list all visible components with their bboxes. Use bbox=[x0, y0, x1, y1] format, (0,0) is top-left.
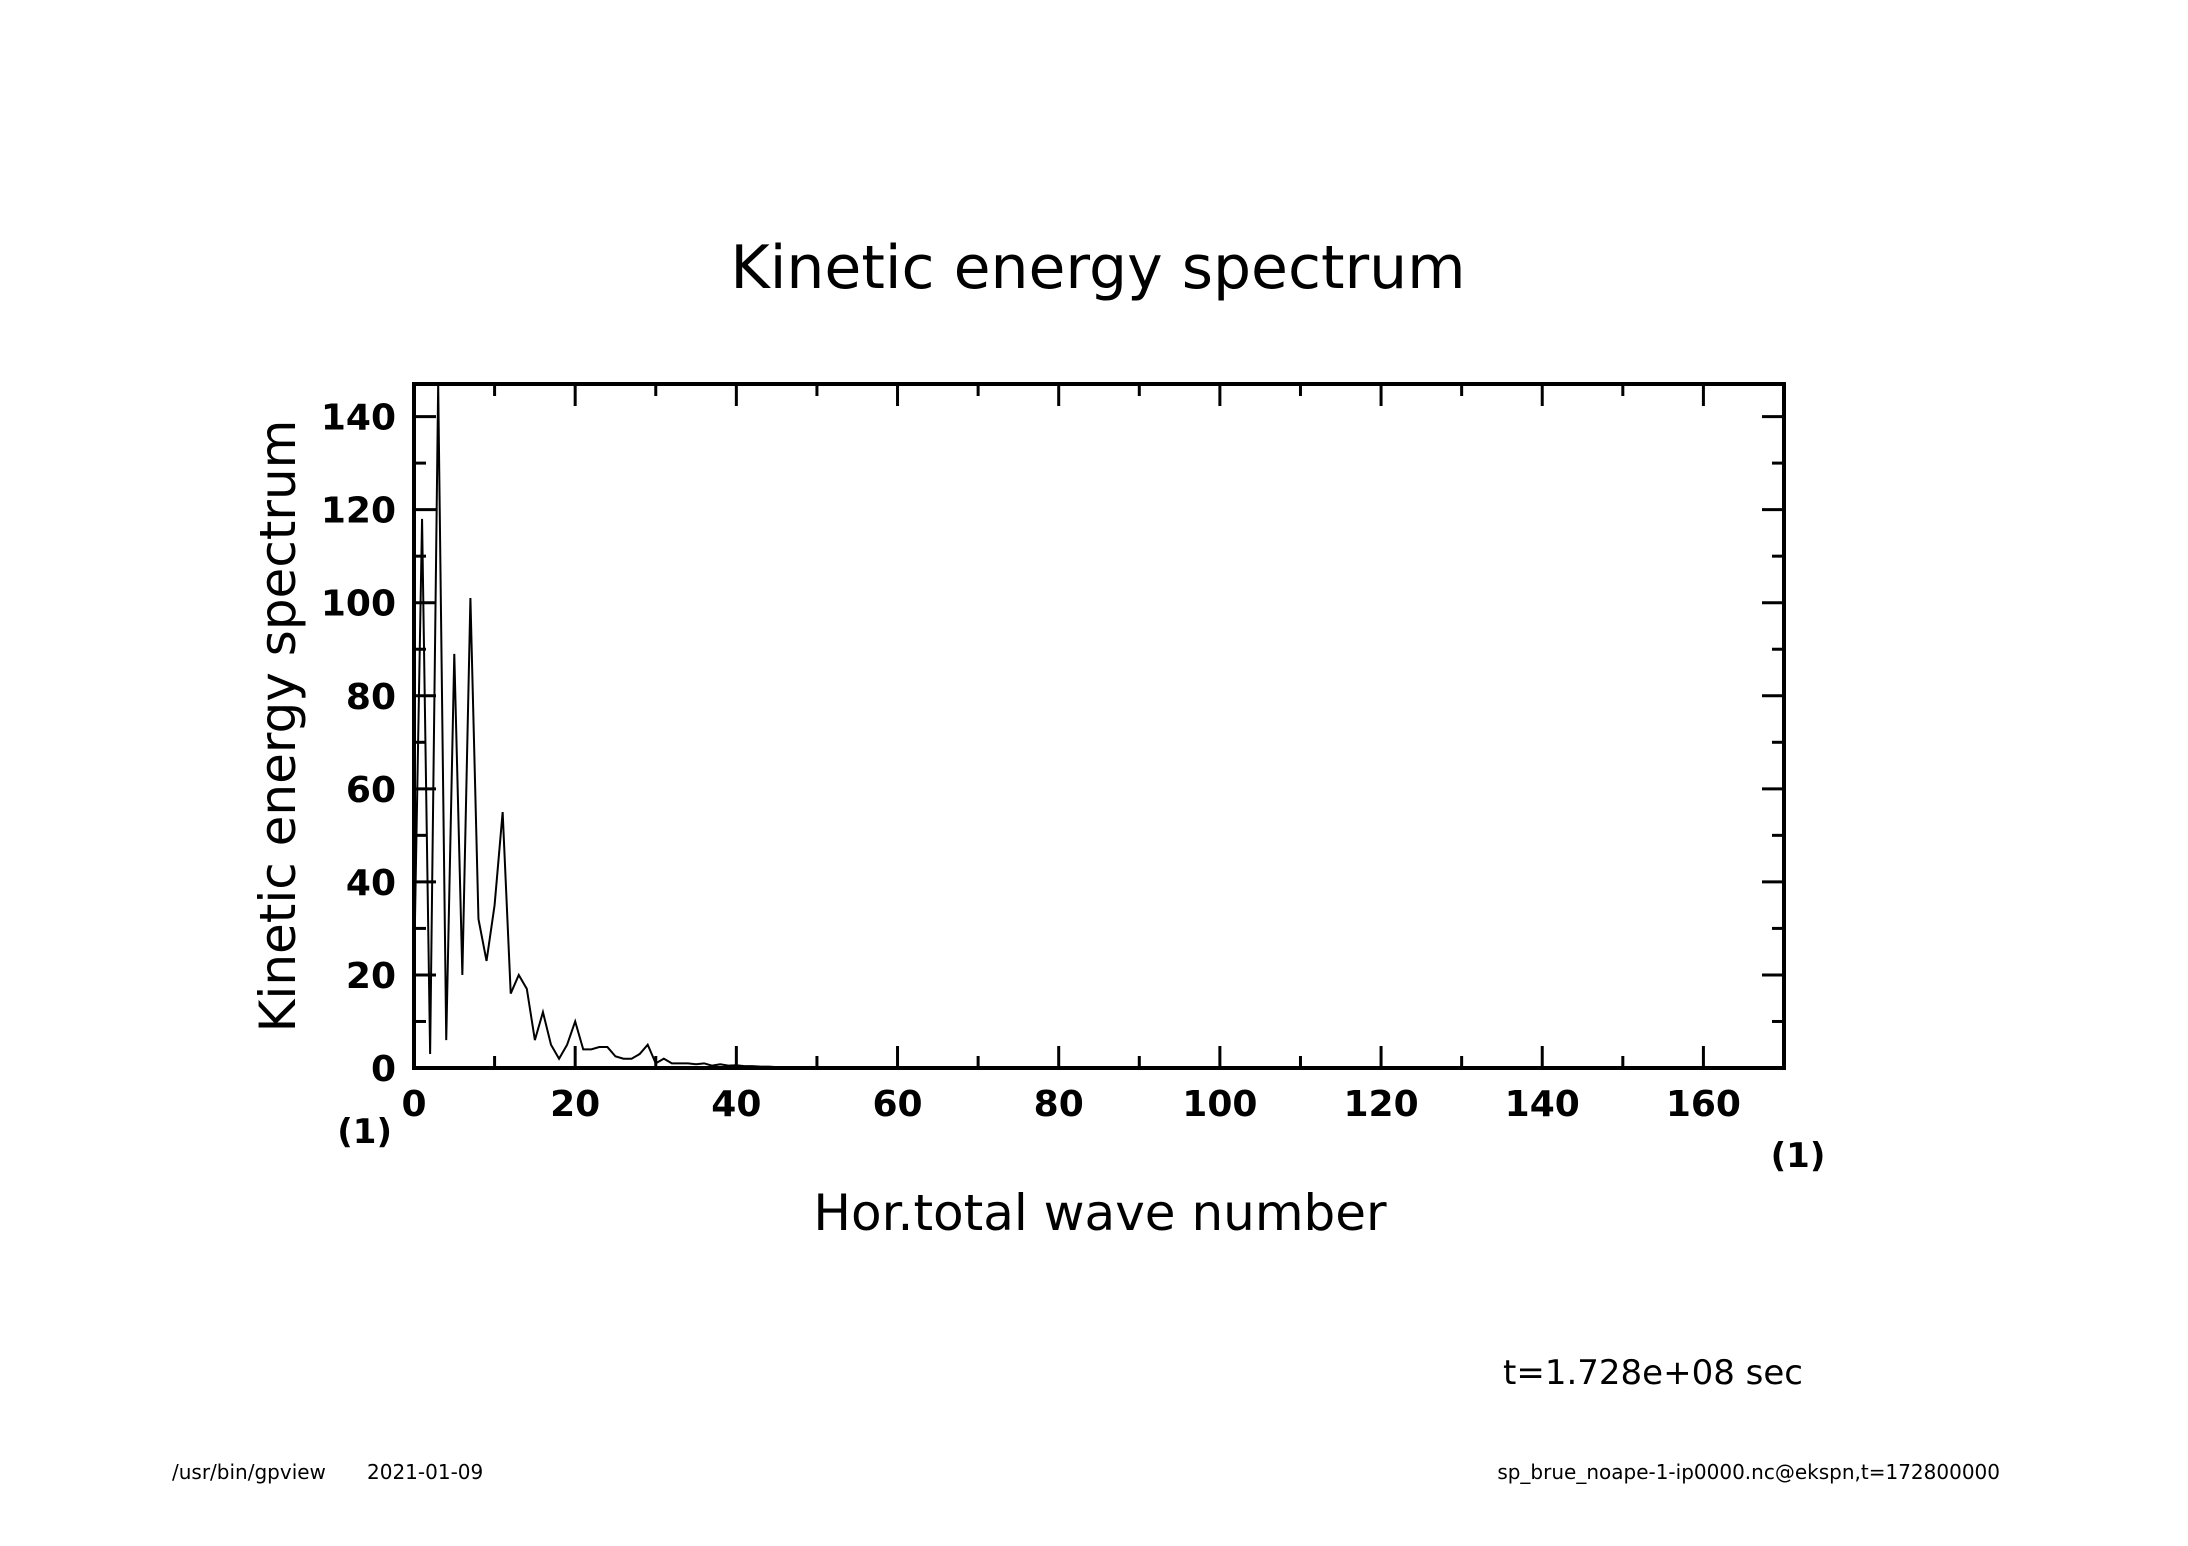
y-tick-label: 0 bbox=[371, 1049, 396, 1090]
x-tick-label: 40 bbox=[711, 1084, 761, 1125]
data-layer bbox=[413, 383, 1784, 1069]
x-tick-label: 100 bbox=[1182, 1084, 1257, 1125]
tick-layer bbox=[412, 384, 1786, 1070]
time-label: t=1.728e+08 sec bbox=[1503, 1353, 1803, 1393]
x-tick-label: 120 bbox=[1343, 1084, 1418, 1125]
y-tick-label: 20 bbox=[346, 956, 396, 997]
y-tick-label: 80 bbox=[346, 677, 396, 718]
series-line-0 bbox=[413, 383, 1784, 1069]
x-tick-label: 140 bbox=[1505, 1084, 1580, 1125]
x-axis-unit-right: (1) bbox=[1771, 1136, 1826, 1176]
y-axis-label: Kinetic energy spectrum bbox=[249, 420, 307, 1033]
x-tick-label: 80 bbox=[1034, 1084, 1084, 1125]
x-tick-label: 60 bbox=[872, 1084, 922, 1125]
x-axis-label: Hor.total wave number bbox=[813, 1184, 1387, 1242]
footer-date: 2021-01-09 bbox=[367, 1460, 483, 1484]
x-tick-label: 20 bbox=[550, 1084, 600, 1125]
x-axis-unit-left: (1) bbox=[337, 1112, 392, 1152]
y-tick-label: 60 bbox=[346, 770, 396, 811]
y-tick-label: 120 bbox=[321, 491, 396, 532]
y-tick-label: 100 bbox=[321, 584, 396, 625]
y-tick-label: 140 bbox=[321, 398, 396, 439]
tick-label-layer: 0 20 40 60 80 100 120 140 160 0 20 40 60 80 100 120 140 bbox=[321, 398, 1741, 1125]
x-tick-label: 160 bbox=[1666, 1084, 1741, 1125]
footer-source: sp_brue_noape-1-ip0000.nc@ekspn,t=172800… bbox=[1497, 1460, 2000, 1484]
plot-frame bbox=[412, 382, 1786, 1070]
chart-title: Kinetic energy spectrum bbox=[730, 233, 1465, 303]
y-tick-label: 40 bbox=[346, 863, 396, 904]
x-tick-label: 0 bbox=[401, 1084, 426, 1125]
footer-path: /usr/bin/gpview bbox=[172, 1460, 326, 1484]
